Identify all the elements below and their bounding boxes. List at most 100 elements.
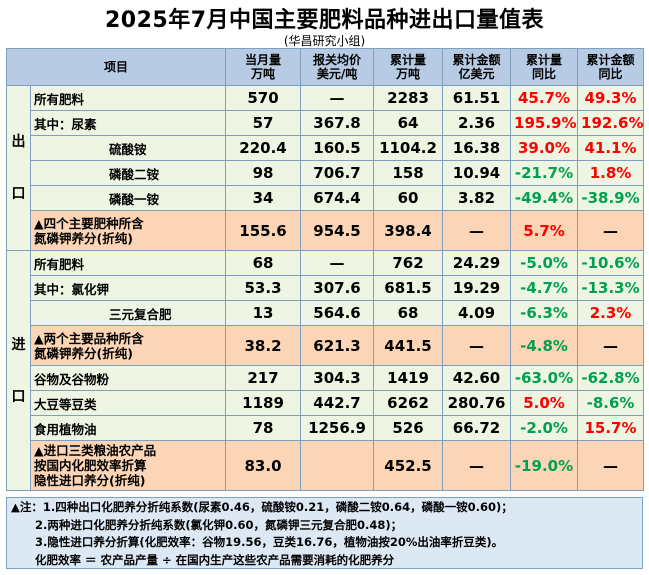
- cell: 57: [225, 110, 302, 136]
- row-name: 谷物及谷物粉: [29, 365, 227, 391]
- page-subtitle: (华昌研究小组): [283, 34, 366, 48]
- cell: 681.5: [373, 275, 444, 301]
- note-line: 3.隐性进口养分折算(化肥效率：谷物19.56，豆类16.76，植物油按20%出…: [35, 535, 504, 549]
- row-name: 所有肥料: [29, 85, 227, 111]
- table-row: 谷物及谷物粉 217 304.3 1419 42.60 -63.0% -62.8…: [7, 365, 645, 391]
- cell: 13: [225, 300, 302, 326]
- notes-box: ▲注：1.四种出口化肥养分折纯系数(尿素0.46，硫酸铵0.21，磷酸二铵0.6…: [6, 497, 643, 569]
- cell: 38.2: [225, 325, 302, 366]
- row-name: 硫酸铵: [29, 135, 227, 161]
- cell: 195.9%: [510, 110, 579, 136]
- section-label-export: 出口: [6, 85, 31, 251]
- cell: 158: [373, 160, 444, 186]
- header-cum-amt-yoy: 累计金额 同比: [577, 48, 645, 86]
- cell: 621.3: [300, 325, 375, 366]
- cell: —: [577, 325, 645, 366]
- cell: -10.6%: [577, 250, 645, 276]
- cell: 441.5: [373, 325, 444, 366]
- cell: [300, 440, 375, 491]
- cell: 155.6: [225, 210, 302, 251]
- cell: -38.9%: [577, 185, 645, 211]
- cell: 45.7%: [510, 85, 579, 111]
- cell: 78: [225, 415, 302, 441]
- table-row: 三元复合肥 13 564.6 68 4.09 -6.3% 2.3%: [7, 300, 645, 326]
- cell: 1104.2: [373, 135, 444, 161]
- cell: 68: [225, 250, 302, 276]
- table-row: 大豆等豆类 1189 442.7 6262 280.76 5.0% -8.6%: [7, 390, 645, 416]
- cell: 39.0%: [510, 135, 579, 161]
- table-row: ▲四个主要肥种所含 氮磷钾养分(折纯) 155.6 954.5 398.4 — 5…: [7, 210, 645, 251]
- cell: 160.5: [300, 135, 375, 161]
- cell: 61.51: [442, 85, 512, 111]
- table-row: 硫酸铵 220.4 160.5 1104.2 16.38 39.0% 41.1%: [7, 135, 645, 161]
- cell: -2.0%: [510, 415, 579, 441]
- cell: 762: [373, 250, 444, 276]
- cell: 452.5: [373, 440, 444, 491]
- cell: 34: [225, 185, 302, 211]
- cell: 220.4: [225, 135, 302, 161]
- cell: 83.0: [225, 440, 302, 491]
- header-item: 项目: [5, 48, 227, 86]
- cell: 4.09: [442, 300, 512, 326]
- cell: 398.4: [373, 210, 444, 251]
- cell: 5.0%: [510, 390, 579, 416]
- table-row: 出口 所有肥料 570 — 2283 61.51 45.7% 49.3%: [6, 85, 645, 251]
- cell: —: [577, 440, 645, 491]
- cell: 1256.9: [300, 415, 375, 441]
- row-name: 磷酸一铵: [29, 185, 227, 211]
- cell: -21.7%: [510, 160, 579, 186]
- cell: -13.3%: [577, 275, 645, 301]
- cell: 3.82: [442, 185, 512, 211]
- row-name: 其中：尿素: [29, 110, 227, 136]
- cell: 526: [373, 415, 444, 441]
- cell: —: [442, 325, 512, 366]
- row-name: 其中：氯化钾: [29, 275, 227, 301]
- row-name: 磷酸二铵: [29, 160, 227, 186]
- table-row: 进口 所有肥料 68 — 762 24.29 -5.0% -10.6%: [6, 250, 645, 491]
- cell: 570: [225, 85, 302, 111]
- table-row: ▲两个主要品种所含 氮磷钾养分(折纯) 38.2 621.3 441.5 — -4…: [7, 325, 645, 366]
- cell: -49.4%: [510, 185, 579, 211]
- table-row: 磷酸一铵 34 674.4 60 3.82 -49.4% -38.9%: [7, 185, 645, 211]
- cell: 53.3: [225, 275, 302, 301]
- cell: 41.1%: [577, 135, 645, 161]
- cell: 1.8%: [577, 160, 645, 186]
- cell: —: [300, 85, 375, 111]
- page-title: 2025年7月中国主要肥料品种进出口量值表: [104, 8, 545, 33]
- cell: 68: [373, 300, 444, 326]
- note-line: 化肥效率 ＝ 农产品产量 ÷ 在国内生产这些农产品需要消耗的化肥养分: [35, 552, 395, 567]
- cell: —: [300, 250, 375, 276]
- note-line: 2.两种进口化肥养分折纯系数(氯化钾0.60，氮磷钾三元复合肥0.48)；: [35, 517, 403, 532]
- cell: 19.29: [442, 275, 512, 301]
- cell: 2283: [373, 85, 444, 111]
- cell: —: [577, 210, 645, 251]
- row-name: 三元复合肥: [29, 300, 227, 326]
- cell: 64: [373, 110, 444, 136]
- cell: 24.29: [442, 250, 512, 276]
- cell: 954.5: [300, 210, 375, 251]
- cell: 217: [225, 365, 302, 391]
- row-name: 食用植物油: [29, 415, 227, 441]
- row-name: 所有肥料: [29, 250, 227, 276]
- header-month-qty: 当月量 万吨: [225, 48, 302, 86]
- row-name: ▲进口三类粮油农产品 按国内化肥效率折算 隐性进口养分(折纯): [29, 440, 227, 491]
- cell: 564.6: [300, 300, 375, 326]
- cell: -62.8%: [577, 365, 645, 391]
- cell: 1189: [225, 390, 302, 416]
- cell: 42.60: [442, 365, 512, 391]
- cell: 280.76: [442, 390, 512, 416]
- header-cum-qty: 累计量 万吨: [373, 48, 444, 86]
- row-name: ▲两个主要品种所含 氮磷钾养分(折纯): [29, 325, 227, 366]
- cell: 1419: [373, 365, 444, 391]
- row-name: 大豆等豆类: [29, 390, 227, 416]
- row-name: ▲四个主要肥种所含 氮磷钾养分(折纯): [29, 210, 227, 251]
- cell: 192.6%: [577, 110, 645, 136]
- header-row: 项目 当月量 万吨 报关均价 美元/吨 累计量 万吨 累计金额 亿美元 累计量 同比 累计…: [5, 48, 645, 86]
- cell: 10.94: [442, 160, 512, 186]
- cell: 98: [225, 160, 302, 186]
- cell: 367.8: [300, 110, 375, 136]
- header-cum-amt: 累计金额 亿美元: [442, 48, 512, 86]
- header-price: 报关均价 美元/吨: [300, 48, 375, 86]
- cell: -4.8%: [510, 325, 579, 366]
- cell: 15.7%: [577, 415, 645, 441]
